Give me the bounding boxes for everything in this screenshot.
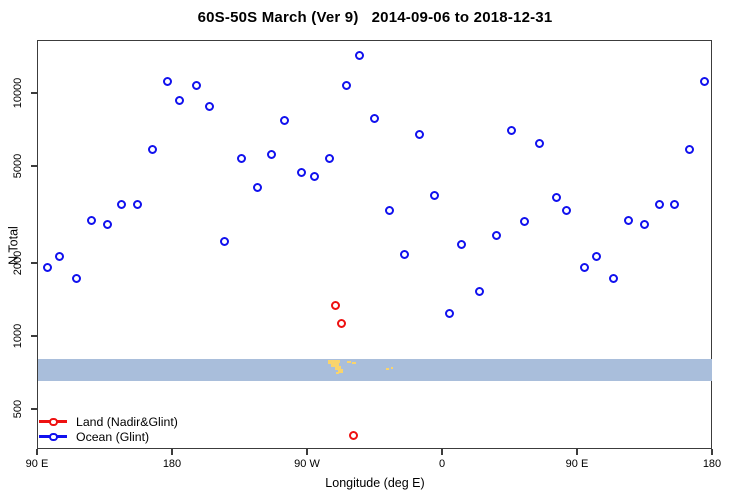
- data-point-ocean: [491, 231, 501, 241]
- data-point-ocean: [445, 308, 454, 318]
- data-point-ocean: [415, 130, 424, 140]
- x-tick-mark: [576, 449, 578, 455]
- data-point-ocean: [608, 274, 618, 284]
- y-tick-label: 10000: [12, 77, 24, 109]
- y-tick-mark: [31, 92, 37, 94]
- y-tick-mark: [31, 262, 37, 264]
- data-point-ocean: [551, 193, 561, 203]
- legend-label-ocean: Ocean (Glint): [76, 429, 150, 444]
- data-point-ocean: [163, 76, 172, 86]
- land-patch: [333, 360, 340, 363]
- data-point-ocean: [520, 217, 529, 227]
- land-patch: [352, 362, 356, 364]
- x-tick-mark: [306, 449, 308, 455]
- land-patch: [386, 368, 389, 370]
- land-marker-icon: [39, 417, 67, 426]
- data-point-ocean: [236, 153, 246, 163]
- data-point-land: [331, 300, 340, 310]
- data-point-ocean: [296, 168, 306, 178]
- data-point-ocean: [43, 262, 52, 272]
- data-point-ocean: [592, 251, 601, 261]
- data-point-ocean: [55, 251, 64, 261]
- data-point-ocean: [562, 205, 571, 215]
- data-point-ocean: [86, 215, 96, 225]
- x-axis-title: Longitude (deg E): [325, 476, 425, 490]
- x-tick-label: 0: [438, 458, 446, 470]
- data-point-ocean: [220, 236, 229, 246]
- x-tick-mark: [36, 449, 38, 455]
- data-point-ocean: [205, 102, 214, 112]
- data-point-ocean: [640, 219, 649, 229]
- latitude-band: [38, 358, 712, 382]
- y-tick-label: 1000: [12, 323, 24, 349]
- data-point-ocean: [175, 96, 184, 106]
- land-patch: [328, 360, 334, 364]
- x-tick-label: 90 W: [294, 458, 320, 470]
- data-point-ocean: [475, 286, 484, 296]
- data-point-ocean: [535, 139, 544, 149]
- y-tick-mark: [31, 408, 37, 410]
- data-point-ocean: [341, 81, 351, 91]
- legend-item-ocean: Ocean (Glint): [39, 429, 178, 444]
- x-tick-mark: [171, 449, 173, 455]
- data-point-land: [349, 430, 358, 440]
- data-point-ocean: [133, 199, 142, 209]
- y-tick-mark: [31, 165, 37, 167]
- x-tick-label: 180: [702, 458, 722, 470]
- y-tick-label: 500: [12, 399, 24, 419]
- data-point-ocean: [355, 50, 364, 60]
- data-point-ocean: [310, 171, 319, 181]
- land-patch: [338, 369, 343, 373]
- x-tick-label: 90 E: [565, 458, 589, 470]
- legend-label-land: Land (Nadir&Glint): [76, 414, 178, 429]
- data-point-ocean: [280, 116, 289, 126]
- data-point-ocean: [685, 144, 694, 154]
- ocean-marker-icon: [39, 432, 67, 441]
- data-point-ocean: [148, 144, 157, 154]
- data-point-ocean: [670, 199, 679, 209]
- plot-area: [37, 40, 712, 449]
- y-tick-label: 2000: [12, 250, 24, 276]
- data-point-ocean: [400, 249, 409, 259]
- data-point-ocean: [253, 183, 262, 193]
- data-point-ocean: [325, 153, 334, 163]
- data-point-ocean: [655, 199, 664, 209]
- data-point-ocean: [116, 199, 126, 209]
- data-point-ocean: [385, 205, 394, 215]
- legend: Land (Nadir&Glint) Ocean (Glint): [39, 414, 178, 444]
- data-point-ocean: [266, 149, 276, 159]
- x-tick-label: 180: [162, 458, 182, 470]
- data-point-ocean: [700, 77, 709, 87]
- data-point-ocean: [506, 125, 516, 135]
- legend-item-land: Land (Nadir&Glint): [39, 414, 178, 429]
- land-patch: [335, 366, 341, 370]
- x-tick-mark: [711, 449, 713, 455]
- data-point-ocean: [71, 274, 81, 284]
- chart-title: 60S-50S March (Ver 9) 2014-09-06 to 2018…: [197, 9, 553, 26]
- data-point-ocean: [623, 215, 633, 225]
- land-patch: [347, 361, 351, 363]
- data-point-ocean: [103, 219, 112, 229]
- x-tick-label: 90 E: [25, 458, 49, 470]
- x-tick-mark: [441, 449, 443, 455]
- land-patch: [336, 372, 339, 374]
- data-point-ocean: [457, 239, 466, 249]
- data-point-ocean: [580, 262, 589, 272]
- data-point-ocean: [370, 114, 379, 124]
- y-tick-label: 5000: [12, 153, 24, 179]
- y-tick-mark: [31, 335, 37, 337]
- data-point-ocean: [191, 81, 201, 91]
- data-point-land: [337, 318, 346, 328]
- land-patch: [331, 363, 339, 367]
- land-patch: [391, 367, 393, 369]
- data-point-ocean: [430, 190, 439, 200]
